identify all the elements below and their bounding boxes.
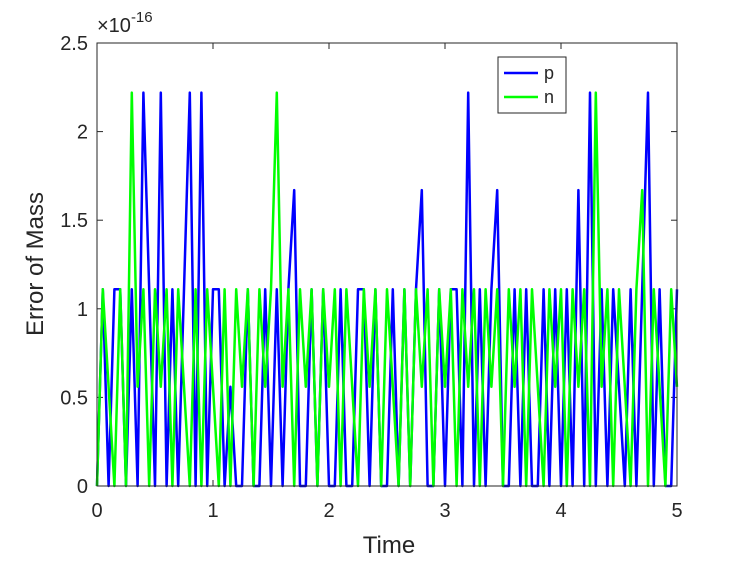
x-tick-label: 0 (91, 500, 102, 522)
x-tick-label: 4 (555, 500, 566, 522)
x-tick-label: 2 (323, 500, 334, 522)
x-tick-label: 5 (671, 500, 682, 522)
axes-box (96, 42, 678, 487)
x-axis-label: Time (363, 532, 415, 559)
x-tick-label: 3 (439, 500, 450, 522)
multiplier-base: ×10 (97, 15, 131, 37)
y-tick-label: 1 (77, 299, 88, 321)
legend-box (497, 56, 567, 114)
y-tick-label: 0 (77, 476, 88, 498)
legend-label: p (544, 63, 554, 83)
y-tick-label: 2.5 (60, 33, 88, 55)
y-tick-label: 0.5 (60, 387, 88, 409)
x-tick-label: 1 (207, 500, 218, 522)
y-tick-label: 1.5 (60, 210, 88, 232)
y-tick-label: 2 (77, 122, 88, 144)
legend: pn (497, 56, 567, 114)
y-multiplier: ×10-16 (97, 9, 153, 37)
line-series (95, 91, 679, 488)
y-axis-label: Error of Mass (22, 192, 49, 336)
legend-label: n (544, 87, 554, 107)
multiplier-exponent: -16 (131, 9, 153, 26)
